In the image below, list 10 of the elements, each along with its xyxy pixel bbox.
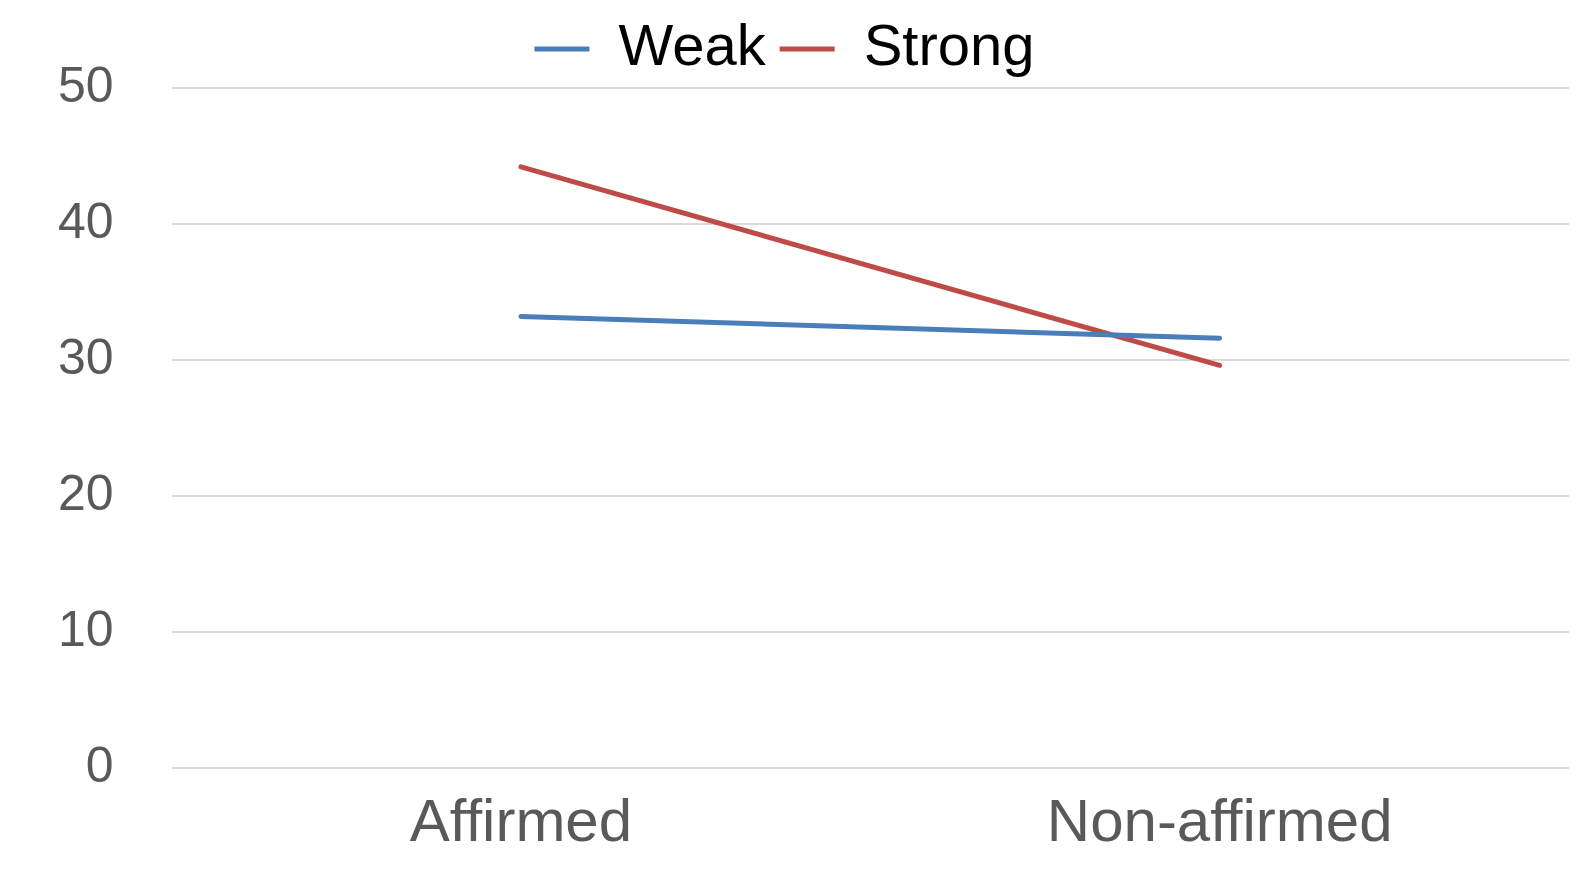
x-tick-label: Non-affirmed [1046,786,1393,854]
y-tick-label: 50 [57,56,114,113]
y-tick-label: 40 [57,192,114,249]
legend-label: Strong [863,12,1035,77]
x-tick-label: Affirmed [409,786,633,854]
legend-label: Weak [618,12,767,77]
y-tick-label: 20 [57,464,114,521]
y-tick-label: 10 [57,600,114,657]
y-tick-label: 30 [57,328,114,385]
y-tick-label: 0 [85,736,114,793]
